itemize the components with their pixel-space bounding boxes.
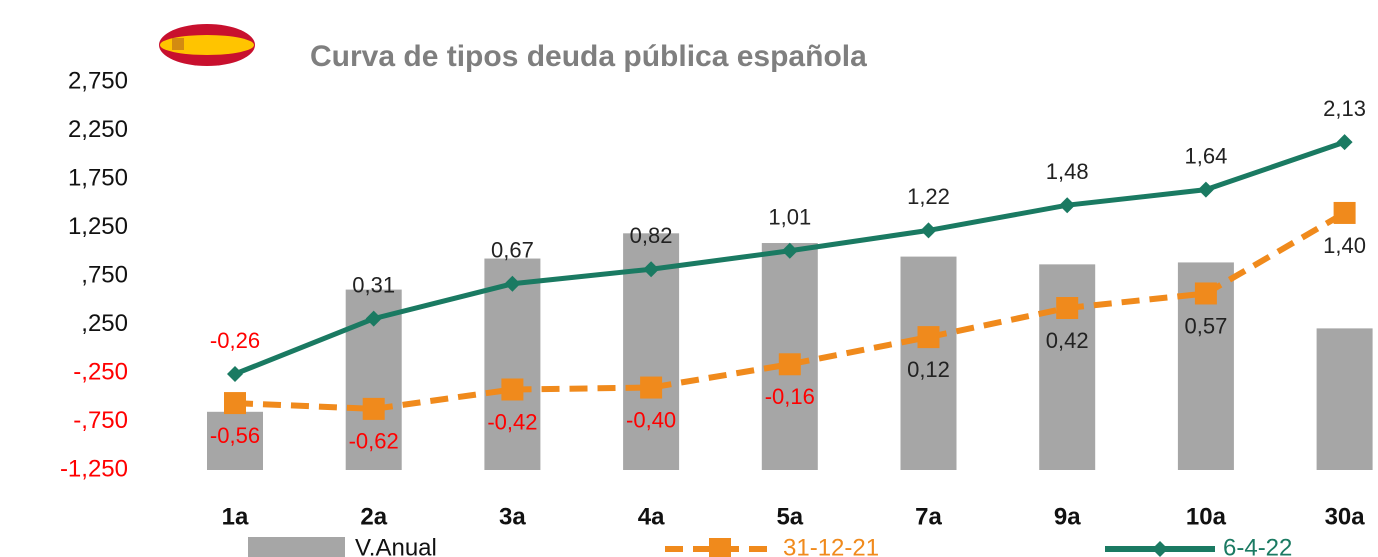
flag-icon — [159, 24, 255, 66]
marker — [1197, 181, 1214, 198]
bar — [1316, 328, 1373, 470]
data-label: -0,56 — [210, 423, 260, 448]
marker — [917, 326, 940, 349]
data-label: 0,57 — [1184, 313, 1227, 338]
y-tick-label: 1,750 — [68, 164, 128, 191]
x-tick-label: 4a — [638, 503, 665, 530]
x-tick-label: 9a — [1054, 503, 1081, 530]
bar — [900, 256, 957, 470]
marker — [920, 222, 937, 239]
legend-label: 31-12-21 — [783, 534, 879, 557]
y-tick-label: 2,250 — [68, 116, 128, 143]
marker — [501, 378, 524, 401]
legend-label: 6-4-22 — [1223, 534, 1292, 557]
marker — [1194, 282, 1217, 305]
data-label: 1,40 — [1323, 233, 1366, 258]
legend-swatch — [248, 537, 345, 557]
data-label: -0,62 — [349, 429, 399, 454]
bar — [1039, 264, 1096, 470]
y-tick-label: 2,750 — [68, 67, 128, 94]
data-label: -0,26 — [210, 328, 260, 353]
x-tick-label: 3a — [499, 503, 526, 530]
marker — [227, 365, 243, 382]
legend-marker — [709, 538, 731, 557]
data-label: -0,40 — [626, 407, 676, 432]
legend-marker — [1152, 541, 1168, 557]
y-tick-label: -,250 — [73, 358, 128, 385]
marker — [1056, 297, 1079, 320]
x-tick-label: 7a — [915, 503, 942, 530]
legend-label: V.Anual — [355, 534, 437, 557]
marker — [1336, 134, 1353, 151]
y-tick-label: -1,250 — [60, 455, 128, 482]
data-label: -0,16 — [765, 384, 815, 409]
marker — [778, 353, 801, 376]
x-tick-label: 1a — [222, 503, 249, 530]
marker — [224, 392, 246, 415]
data-label: 1,48 — [1046, 159, 1089, 184]
x-tick-label: 10a — [1186, 503, 1227, 530]
data-label: 1,01 — [768, 205, 811, 230]
data-label: 0,67 — [491, 238, 534, 263]
y-tick-label: 1,250 — [68, 213, 128, 240]
x-tick-label: 30a — [1325, 503, 1366, 530]
y-tick-label: -,750 — [73, 407, 128, 434]
marker — [643, 261, 660, 278]
marker — [504, 275, 521, 292]
chart-title: Curva de tipos deuda pública española — [310, 40, 867, 73]
data-label: 0,82 — [630, 223, 673, 248]
data-label: 1,64 — [1184, 143, 1227, 168]
data-label: 2,13 — [1323, 96, 1366, 121]
data-label: -0,42 — [487, 409, 537, 434]
data-label: 1,22 — [907, 184, 950, 209]
marker — [640, 376, 663, 399]
data-label: 0,31 — [352, 272, 395, 297]
bar — [484, 258, 541, 470]
marker — [1059, 197, 1076, 214]
y-tick-label: ,250 — [81, 310, 128, 337]
y-tick-label: ,750 — [81, 261, 128, 288]
x-tick-label: 5a — [776, 503, 803, 530]
marker — [362, 397, 385, 420]
marker — [1333, 201, 1356, 224]
x-tick-label: 2a — [360, 503, 387, 530]
marker — [365, 310, 382, 327]
data-label: 0,42 — [1046, 328, 1089, 353]
bar — [207, 411, 263, 470]
marker — [781, 242, 798, 259]
data-label: 0,12 — [907, 357, 950, 382]
line — [234, 210, 1347, 412]
